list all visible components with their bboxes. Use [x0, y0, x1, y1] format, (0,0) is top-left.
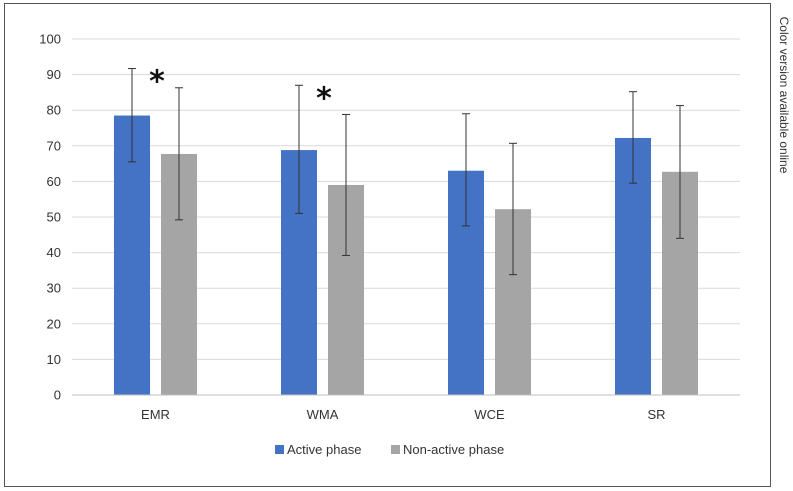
y-tick-label: 80 — [47, 103, 61, 118]
y-tick-label: 0 — [54, 388, 61, 403]
legend-swatch — [391, 445, 400, 454]
legend-label: Non-active phase — [403, 442, 504, 457]
y-tick-label: 100 — [39, 32, 61, 47]
y-tick-label: 30 — [47, 281, 61, 296]
significance-marker: * — [149, 65, 165, 100]
y-tick-label: 70 — [47, 138, 61, 153]
legend-label: Active phase — [287, 442, 361, 457]
x-tick-label: SR — [647, 407, 665, 422]
legend-swatch — [275, 445, 284, 454]
y-tick-label: 40 — [47, 245, 61, 260]
x-tick-label: WMA — [307, 407, 339, 422]
chart-frame — [4, 3, 771, 487]
color-version-note: Color version available online — [777, 16, 791, 174]
y-tick-label: 10 — [47, 352, 61, 367]
y-tick-label: 20 — [47, 316, 61, 331]
x-tick-label: WCE — [474, 407, 505, 422]
y-tick-label: 90 — [47, 67, 61, 82]
x-tick-label: EMR — [141, 407, 170, 422]
y-tick-label: 60 — [47, 174, 61, 189]
y-tick-label: 50 — [47, 210, 61, 225]
significance-marker: * — [316, 81, 332, 116]
